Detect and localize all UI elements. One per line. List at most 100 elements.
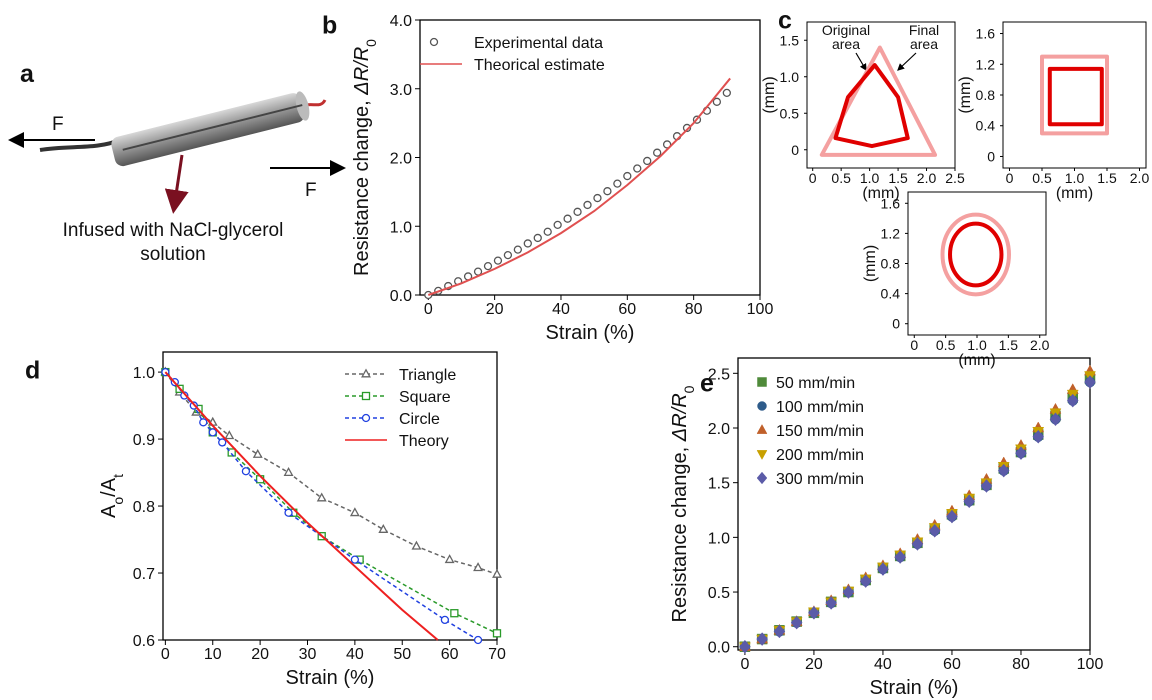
y-tick-label: 2.5: [708, 366, 730, 383]
legend-label: 300 mm/min: [776, 471, 864, 488]
y-axis-title-part: (mm): [862, 245, 879, 282]
marker: [682, 123, 692, 133]
x-tick-label: 0.5: [831, 170, 851, 186]
annotation: Final: [909, 22, 939, 38]
marker: [756, 632, 768, 646]
series-line: [427, 77, 731, 296]
y-tick-label: 2.0: [708, 421, 730, 438]
x-tick-label: 0: [1006, 170, 1014, 186]
x-tick-label: 0: [740, 656, 749, 673]
x-axis-title: Strain (%): [870, 677, 959, 699]
marker: [208, 428, 217, 437]
marker: [361, 368, 371, 378]
marker: [378, 523, 389, 533]
y-axis-title: Resistance change, ΔR/R0: [351, 39, 379, 276]
x-tick-label: 20: [251, 646, 269, 663]
marker: [1049, 412, 1062, 427]
y-axis-title-part: (mm): [957, 76, 974, 113]
panel-label: c: [778, 7, 792, 35]
panel-a: a F F Infused with NaCl-glycerol solutio…: [8, 60, 346, 265]
legend-label: 200 mm/min: [776, 447, 864, 464]
x-axis-title: (mm): [958, 352, 995, 369]
x-tick-label: 60: [943, 656, 961, 673]
x-axis-title: Strain (%): [546, 322, 635, 344]
marker: [757, 401, 767, 411]
series-line: [164, 371, 498, 576]
marker: [503, 250, 513, 260]
y-tick-label: 0.0: [708, 640, 730, 657]
legend-label: Experimental data: [474, 35, 603, 52]
marker: [513, 245, 523, 254]
marker: [543, 227, 552, 236]
x-tick-label: 40: [874, 656, 892, 673]
y-axis-title-part: t: [110, 474, 126, 478]
marker: [199, 418, 208, 427]
marker: [227, 448, 236, 457]
panel-label: b: [322, 12, 337, 40]
y-axis-title-part: ΔR/R: [669, 393, 691, 442]
marker: [643, 156, 652, 166]
annotation: area: [832, 36, 860, 52]
y-tick-label: 3.0: [390, 82, 412, 99]
marker: [252, 448, 263, 458]
panel-label: d: [25, 357, 40, 385]
y-tick-label: 4.0: [390, 13, 412, 30]
marker: [493, 256, 503, 265]
marker: [756, 450, 768, 460]
y-tick-label: 1.5: [708, 476, 730, 493]
x-tick-label: 60: [618, 301, 636, 318]
y-tick-label: 0.5: [780, 105, 800, 121]
x-tick-label: 1.0: [860, 170, 880, 186]
marker: [316, 492, 327, 502]
y-tick-label: 1.6: [881, 195, 901, 211]
marker: [224, 430, 235, 440]
x-tick-label: 60: [441, 646, 459, 663]
y-tick-label: 1.0: [780, 69, 800, 85]
outline: [819, 45, 938, 157]
y-tick-label: 1.0: [133, 365, 155, 382]
y-axis-title: (mm): [957, 76, 974, 113]
marker: [894, 550, 907, 564]
marker: [928, 523, 941, 538]
marker: [825, 596, 838, 610]
y-axis-title-part: A: [98, 504, 120, 518]
plot-frame: [162, 351, 498, 641]
outline: [940, 212, 1011, 297]
y-tick-label: 0.0: [390, 288, 412, 305]
annotation-arrow: [897, 52, 917, 71]
y-axis-title-part: ΔR/R: [351, 47, 373, 96]
marker: [790, 615, 803, 630]
y-tick-label: 2.0: [390, 151, 412, 168]
force-label: F: [52, 114, 64, 135]
x-tick-label: 70: [488, 646, 506, 663]
marker: [440, 615, 450, 625]
y-tick-label: 0.8: [976, 87, 996, 103]
y-tick-label: 1.6: [976, 26, 996, 42]
x-axis-title: Strain (%): [286, 667, 375, 689]
marker: [429, 37, 439, 47]
x-tick-label: 80: [685, 301, 703, 318]
marker: [241, 467, 251, 476]
marker: [653, 148, 662, 157]
panel-label: e: [700, 370, 714, 398]
y-axis-title-part: /A: [98, 477, 120, 497]
marker: [739, 639, 751, 654]
marker: [980, 479, 993, 493]
y-axis-title-part: Resistance change,: [351, 95, 373, 276]
marker: [444, 554, 455, 564]
marker: [283, 467, 294, 477]
x-tick-label: 100: [747, 301, 774, 318]
x-tick-label: 30: [299, 646, 317, 663]
marker: [573, 207, 582, 216]
marker: [492, 629, 502, 638]
y-axis-title-part: Resistance change,: [669, 441, 691, 622]
marker: [946, 509, 958, 524]
marker: [1084, 375, 1096, 389]
x-tick-label: 0.5: [1032, 170, 1052, 186]
y-tick-label: 0.8: [881, 256, 901, 272]
marker: [533, 233, 542, 243]
marker: [712, 97, 722, 106]
marker: [911, 537, 924, 551]
marker: [411, 540, 422, 550]
y-tick-label: 0: [892, 316, 900, 332]
